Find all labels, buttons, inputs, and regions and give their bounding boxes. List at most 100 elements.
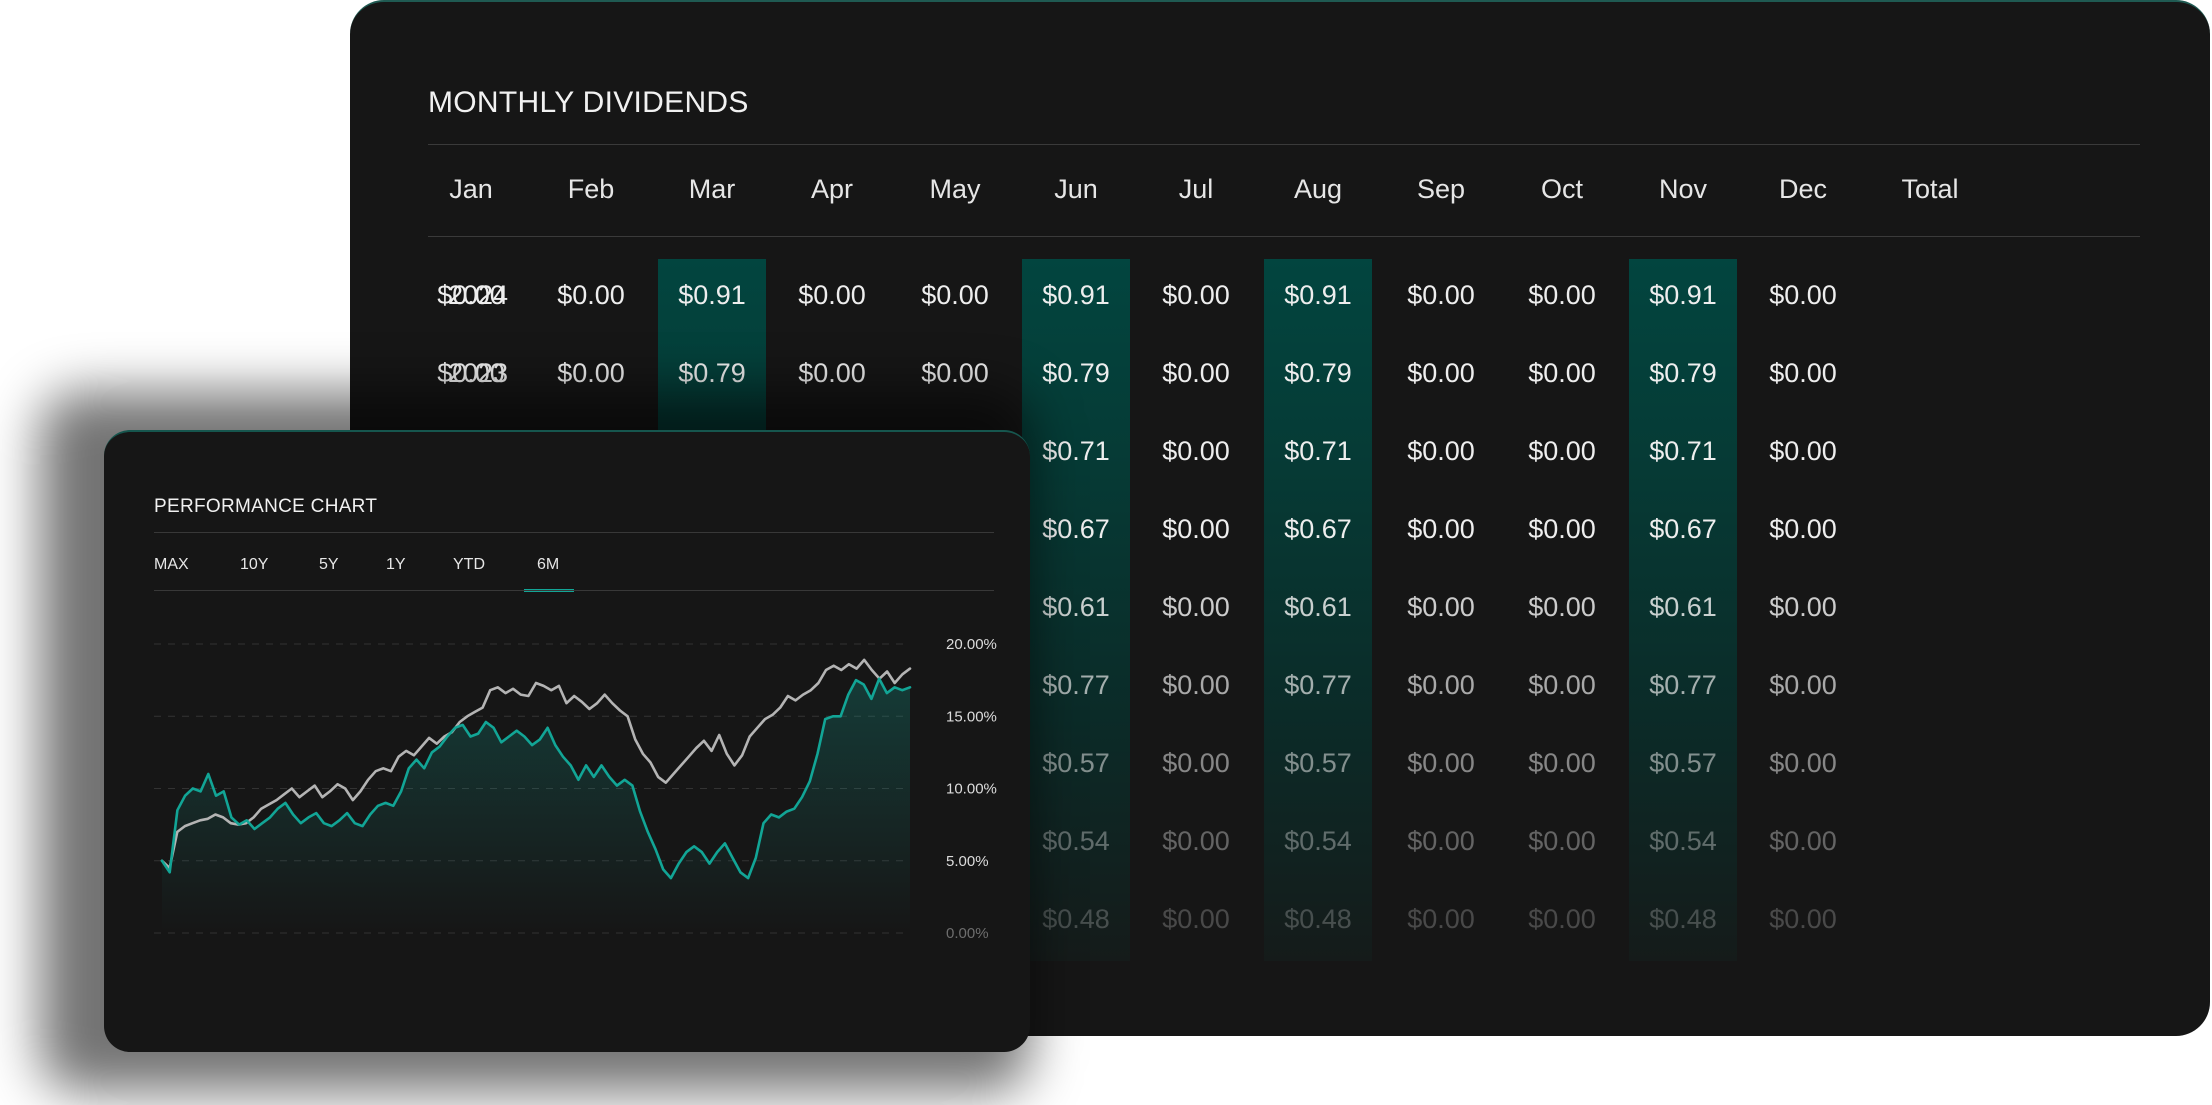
dividend-cell: $0.00 — [1162, 670, 1230, 700]
month-header-sep: Sep — [1416, 174, 1466, 204]
dividend-cell: $0.67 — [1649, 514, 1717, 544]
dividend-cell: $0.00 — [1528, 514, 1596, 544]
dividend-cell: $0.91 — [678, 280, 746, 310]
y-tick-label: 0.00% — [946, 925, 989, 942]
dividend-cell: $0.00 — [1769, 514, 1837, 544]
dividend-cell: $0.00 — [1162, 280, 1230, 310]
dividend-cell: $0.00 — [921, 280, 989, 310]
dividend-cell: $0.00 — [921, 358, 989, 388]
month-header-dec: Dec — [1778, 174, 1827, 204]
dividend-cell: $0.54 — [1649, 826, 1717, 856]
dividend-cell: $0.00 — [1528, 826, 1596, 856]
dividend-cell: $0.57 — [1042, 748, 1110, 778]
dividend-cell: $0.00 — [1528, 436, 1596, 466]
dividend-cell: $0.79 — [1042, 358, 1110, 388]
teal-series-area — [162, 678, 910, 933]
dividend-cell: $0.67 — [1284, 514, 1352, 544]
dividend-cell: $0.91 — [1649, 280, 1717, 310]
dividend-cell: $0.00 — [798, 280, 866, 310]
dividend-cell: $0.00 — [1162, 826, 1230, 856]
month-header-jun: Jun — [1054, 174, 1098, 204]
dividend-cell: $0.54 — [1042, 826, 1110, 856]
y-tick-label: 5.00% — [946, 853, 989, 870]
dividend-cell: $0.00 — [1162, 748, 1230, 778]
month-header-aug: Aug — [1293, 174, 1343, 204]
teal-series-line — [160, 677, 912, 880]
dividend-cell: $0.00 — [1162, 358, 1230, 388]
dividend-cell: $0.71 — [1284, 436, 1352, 466]
header-divider — [428, 236, 2140, 237]
range-divider — [154, 590, 994, 591]
dividend-cell: $0.00 — [437, 280, 505, 310]
monthly-dividends-title: MONTHLY DIVIDENDS — [428, 86, 749, 119]
year-label: 2024 — [448, 280, 509, 310]
highlight-column-jun — [1022, 259, 1130, 961]
performance-line-chart: 20.00% 15.00% 10.00% 5.00% 0.00% — [154, 636, 997, 942]
dividend-cell: $0.91 — [1284, 280, 1352, 310]
range-6m-button[interactable]: 6M — [537, 556, 560, 573]
range-ytd-button[interactable]: YTD — [453, 556, 485, 573]
month-header-oct: Oct — [1540, 174, 1583, 204]
range-10y-button[interactable]: 10Y — [240, 556, 269, 573]
highlight-column-aug — [1264, 259, 1372, 961]
year-label: 2023 — [448, 358, 509, 388]
dividend-cell: $0.00 — [1407, 280, 1475, 310]
dividend-cell: $0.00 — [1528, 280, 1596, 310]
dividend-cell: $0.00 — [1528, 358, 1596, 388]
y-tick-label: 20.00% — [946, 636, 997, 653]
dividend-cell: $0.77 — [1042, 670, 1110, 700]
dividend-cell: $0.00 — [1162, 514, 1230, 544]
dividend-cell: $0.00 — [1769, 748, 1837, 778]
month-header-feb: Feb — [567, 174, 615, 204]
dividend-cell: $0.67 — [1042, 514, 1110, 544]
performance-chart-title: PERFORMANCE CHART — [154, 496, 378, 517]
dividend-cell: $0.00 — [1769, 280, 1837, 310]
dividend-cell: $0.00 — [1407, 670, 1475, 700]
dividend-cell: $0.00 — [1528, 904, 1596, 934]
dividend-cell: $0.61 — [1649, 592, 1717, 622]
dividend-cell: $0.77 — [1649, 670, 1717, 700]
range-1y-button[interactable]: 1Y — [386, 556, 406, 573]
month-header-jul: Jul — [1178, 174, 1214, 204]
dividend-cell: $0.00 — [1162, 592, 1230, 622]
dividend-cell: $0.61 — [1284, 592, 1352, 622]
dividend-cell: $0.79 — [1649, 358, 1717, 388]
range-max-button[interactable]: MAX — [154, 556, 189, 573]
dividend-cell: $0.00 — [798, 358, 866, 388]
performance-chart-card: PERFORMANCE CHART MAX 10Y 5Y 1Y YTD 6M 2… — [104, 430, 1030, 1052]
dividend-cell: $0.57 — [1284, 748, 1352, 778]
y-tick-label: 10.00% — [946, 781, 997, 798]
month-header-nov: Nov — [1658, 174, 1707, 204]
month-header-apr: Apr — [810, 174, 854, 204]
dividend-cell: $0.00 — [1407, 826, 1475, 856]
dividend-cell: $0.79 — [678, 358, 746, 388]
dividend-cell: $0.54 — [1284, 826, 1352, 856]
month-header-jan: Jan — [449, 174, 493, 204]
dividend-cell: $0.00 — [1769, 358, 1837, 388]
dividend-cell: $0.00 — [1407, 748, 1475, 778]
dividend-cell: $0.00 — [1162, 436, 1230, 466]
dividend-cell: $0.48 — [1649, 904, 1717, 934]
dividend-cell: $0.91 — [1042, 280, 1110, 310]
month-header-total: Total — [1901, 174, 1959, 204]
dividend-cell: $0.00 — [1769, 436, 1837, 466]
grey-series-line — [160, 658, 912, 870]
highlight-column-nov — [1629, 259, 1737, 961]
y-tick-label: 15.00% — [946, 708, 997, 725]
dividend-cell: $0.00 — [1407, 436, 1475, 466]
dividend-cell: $0.71 — [1649, 436, 1717, 466]
dividend-cell: $0.00 — [557, 358, 625, 388]
dividend-cell: $0.77 — [1284, 670, 1352, 700]
dividend-cell: $0.00 — [437, 358, 505, 388]
dividend-cell: $0.00 — [1769, 904, 1837, 934]
dividend-cell: $0.71 — [1042, 436, 1110, 466]
dividend-cell: $0.00 — [1407, 592, 1475, 622]
dividend-cell: $0.00 — [557, 280, 625, 310]
dividend-cell: $0.79 — [1284, 358, 1352, 388]
dividend-cell: $0.61 — [1042, 592, 1110, 622]
dividend-cell: $0.00 — [1769, 670, 1837, 700]
dividend-cell: $0.00 — [1407, 358, 1475, 388]
range-5y-button[interactable]: 5Y — [319, 556, 339, 573]
dividend-cell: $0.00 — [1528, 670, 1596, 700]
dividend-cell: $0.48 — [1042, 904, 1110, 934]
